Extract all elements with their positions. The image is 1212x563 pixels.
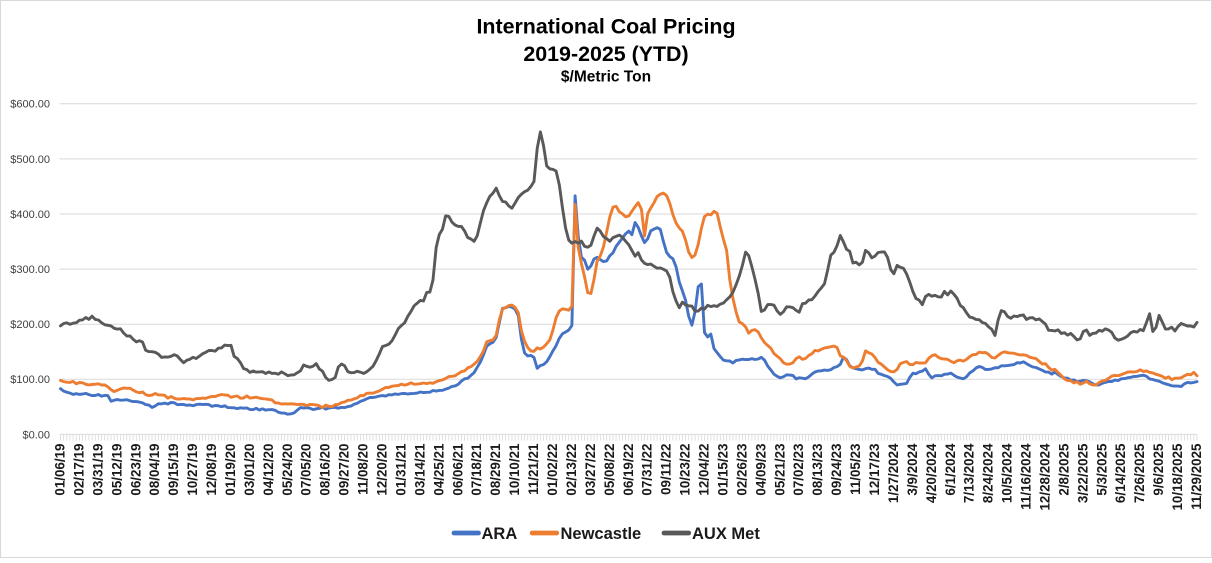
svg-text:01/02/22: 01/02/22 bbox=[545, 444, 560, 496]
svg-text:2/8/2025: 2/8/2025 bbox=[1056, 443, 1071, 496]
svg-text:11/21/21: 11/21/21 bbox=[526, 443, 541, 495]
svg-text:06/06/21: 06/06/21 bbox=[450, 443, 465, 496]
svg-text:11/29/2025: 11/29/2025 bbox=[1189, 443, 1204, 510]
svg-text:Newcastle: Newcastle bbox=[561, 525, 642, 543]
svg-text:7/26/2025: 7/26/2025 bbox=[1132, 443, 1147, 503]
svg-text:06/19/22: 06/19/22 bbox=[621, 444, 636, 496]
svg-text:6/14/2025: 6/14/2025 bbox=[1113, 443, 1128, 503]
svg-text:9/6/2025: 9/6/2025 bbox=[1151, 443, 1166, 496]
svg-text:10/23/22: 10/23/22 bbox=[678, 444, 693, 496]
svg-text:05/24/20: 05/24/20 bbox=[280, 444, 295, 496]
svg-text:09/24/23: 09/24/23 bbox=[829, 444, 844, 496]
svg-text:07/18/21: 07/18/21 bbox=[469, 443, 484, 496]
svg-text:02/13/22: 02/13/22 bbox=[564, 444, 579, 496]
svg-text:$400.00: $400.00 bbox=[10, 209, 50, 221]
svg-text:01/19/20: 01/19/20 bbox=[223, 444, 238, 496]
svg-text:12/20/20: 12/20/20 bbox=[375, 444, 390, 496]
svg-text:08/16/20: 08/16/20 bbox=[318, 444, 333, 496]
svg-text:$100.00: $100.00 bbox=[10, 374, 50, 386]
svg-text:$500.00: $500.00 bbox=[10, 154, 50, 166]
svg-text:04/09/23: 04/09/23 bbox=[753, 444, 768, 496]
svg-text:12/17/23: 12/17/23 bbox=[867, 444, 882, 496]
svg-text:7/13/2024: 7/13/2024 bbox=[962, 443, 977, 503]
svg-text:3/9/2024: 3/9/2024 bbox=[905, 443, 920, 496]
svg-text:2019-2025 (YTD): 2019-2025 (YTD) bbox=[523, 42, 688, 66]
svg-text:10/5/2024: 10/5/2024 bbox=[1000, 443, 1015, 503]
svg-text:3/22/2025: 3/22/2025 bbox=[1075, 443, 1090, 503]
svg-text:10/10/21: 10/10/21 bbox=[507, 443, 522, 496]
svg-text:$300.00: $300.00 bbox=[10, 264, 50, 276]
svg-text:04/12/20: 04/12/20 bbox=[261, 444, 276, 496]
svg-text:4/20/2024: 4/20/2024 bbox=[924, 443, 939, 503]
svg-text:AUX Met: AUX Met bbox=[692, 525, 760, 543]
svg-text:08/13/23: 08/13/23 bbox=[810, 444, 825, 496]
svg-text:09/11/22: 09/11/22 bbox=[659, 444, 674, 495]
svg-text:12/28/2024: 12/28/2024 bbox=[1038, 443, 1053, 511]
svg-text:11/16/2024: 11/16/2024 bbox=[1019, 443, 1034, 510]
svg-text:11/05/23: 11/05/23 bbox=[848, 444, 863, 495]
svg-text:07/31/22: 07/31/22 bbox=[640, 444, 655, 496]
svg-text:12/08/19: 12/08/19 bbox=[204, 444, 219, 496]
svg-text:08/29/21: 08/29/21 bbox=[488, 443, 503, 496]
svg-text:10/27/19: 10/27/19 bbox=[185, 444, 200, 496]
svg-text:$200.00: $200.00 bbox=[10, 319, 50, 331]
svg-text:05/12/19: 05/12/19 bbox=[109, 444, 124, 496]
svg-text:09/15/19: 09/15/19 bbox=[166, 444, 181, 496]
svg-text:$/Metric Ton: $/Metric Ton bbox=[561, 69, 651, 86]
svg-text:05/08/22: 05/08/22 bbox=[602, 444, 617, 496]
svg-text:01/06/19: 01/06/19 bbox=[53, 444, 68, 496]
svg-text:12/04/22: 12/04/22 bbox=[697, 444, 712, 496]
svg-text:6/1/2024: 6/1/2024 bbox=[943, 443, 958, 496]
svg-text:$0.00: $0.00 bbox=[22, 429, 50, 441]
svg-text:8/24/2024: 8/24/2024 bbox=[981, 443, 996, 503]
svg-text:07/05/20: 07/05/20 bbox=[299, 444, 314, 496]
svg-text:09/27/20: 09/27/20 bbox=[337, 444, 352, 496]
svg-text:01/15/23: 01/15/23 bbox=[716, 444, 731, 496]
svg-text:02/17/19: 02/17/19 bbox=[71, 444, 86, 496]
svg-text:1/27/2024: 1/27/2024 bbox=[886, 443, 901, 503]
svg-text:03/31/19: 03/31/19 bbox=[90, 444, 105, 496]
svg-text:11/08/20: 11/08/20 bbox=[356, 444, 371, 495]
svg-text:02/26/23: 02/26/23 bbox=[734, 444, 749, 496]
svg-text:ARA: ARA bbox=[482, 525, 518, 543]
svg-text:04/25/21: 04/25/21 bbox=[431, 443, 446, 496]
svg-text:International Coal Pricing: International Coal Pricing bbox=[476, 15, 735, 39]
svg-text:08/04/19: 08/04/19 bbox=[147, 444, 162, 496]
svg-text:06/23/19: 06/23/19 bbox=[128, 444, 143, 496]
svg-text:01/31/21: 01/31/21 bbox=[393, 443, 408, 496]
svg-text:03/14/21: 03/14/21 bbox=[412, 443, 427, 496]
svg-text:07/02/23: 07/02/23 bbox=[791, 444, 806, 496]
svg-text:05/21/23: 05/21/23 bbox=[772, 444, 787, 496]
svg-text:5/3/2025: 5/3/2025 bbox=[1094, 443, 1109, 496]
svg-text:03/27/22: 03/27/22 bbox=[583, 444, 598, 496]
svg-text:$600.00: $600.00 bbox=[10, 99, 50, 111]
svg-text:10/18/2025: 10/18/2025 bbox=[1170, 443, 1185, 511]
svg-text:03/01/20: 03/01/20 bbox=[242, 444, 257, 496]
